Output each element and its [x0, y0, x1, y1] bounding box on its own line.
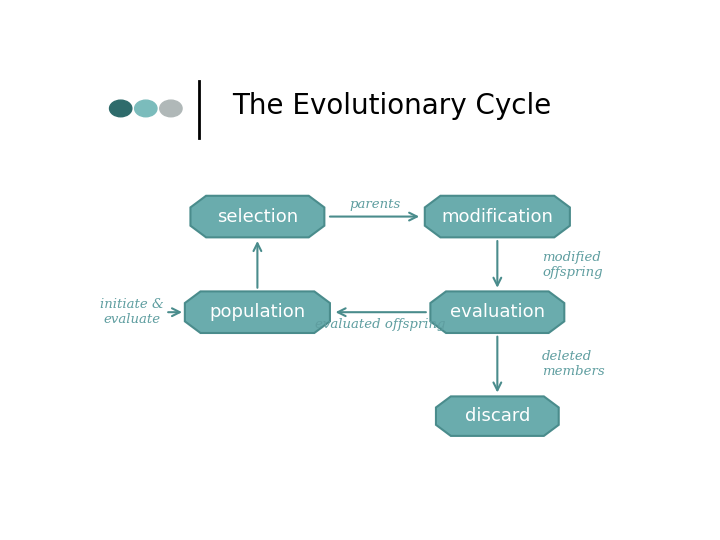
Text: evaluation: evaluation	[450, 303, 545, 321]
Text: The Evolutionary Cycle: The Evolutionary Cycle	[233, 92, 552, 120]
Polygon shape	[436, 396, 559, 436]
Text: evaluated offspring: evaluated offspring	[315, 318, 446, 331]
Text: modification: modification	[441, 207, 553, 226]
Circle shape	[160, 100, 182, 117]
Text: parents: parents	[349, 198, 400, 211]
Circle shape	[109, 100, 132, 117]
Text: selection: selection	[217, 207, 298, 226]
Circle shape	[135, 100, 157, 117]
Polygon shape	[431, 292, 564, 333]
Polygon shape	[185, 292, 330, 333]
Polygon shape	[425, 196, 570, 238]
Text: deleted
members: deleted members	[542, 350, 605, 378]
Text: discard: discard	[464, 407, 530, 425]
Text: modified
offspring: modified offspring	[542, 251, 603, 279]
Text: population: population	[210, 303, 305, 321]
Polygon shape	[190, 196, 324, 238]
Text: initiate &
evaluate: initiate & evaluate	[100, 298, 163, 326]
